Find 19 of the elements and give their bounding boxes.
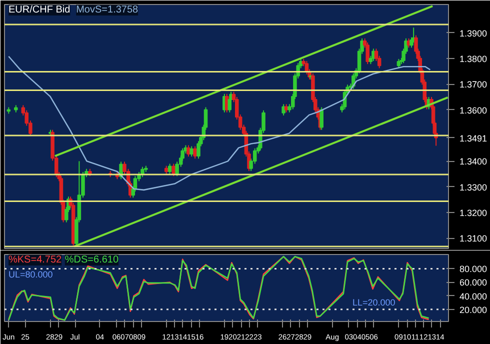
y-tick-label: 1.3100 (460, 234, 488, 244)
y-tick-label: 1.3900 (460, 28, 488, 38)
y-tick-label: 60.000 (460, 278, 488, 288)
y-tick-label: 1.3400 (460, 156, 488, 167)
y-tick-label: 1.3200 (460, 208, 488, 218)
y-tick-label: 1.3800 (460, 54, 488, 64)
y-tick-label: 80.000 (460, 264, 488, 274)
y-tick-label: 1.3491 (460, 133, 488, 144)
y-tick-label: 1.3700 (460, 80, 488, 90)
text: MovS=1.3758 (76, 4, 139, 16)
y-tick-label: 1.3600 (460, 105, 488, 116)
y-tick-label: 40.000 (460, 291, 488, 302)
y-tick-label: 1.3300 (460, 182, 488, 192)
y-tick-label: 20.000 (460, 304, 488, 315)
ref-line-label: LL=20.000 (352, 297, 396, 308)
chart-title: EUR/CHF Bid (8, 4, 70, 16)
ref-line-label: UL=80.000 (8, 270, 53, 280)
text: %KS=4.752 (8, 254, 62, 266)
series-label: %DS=6.610 (64, 254, 119, 266)
